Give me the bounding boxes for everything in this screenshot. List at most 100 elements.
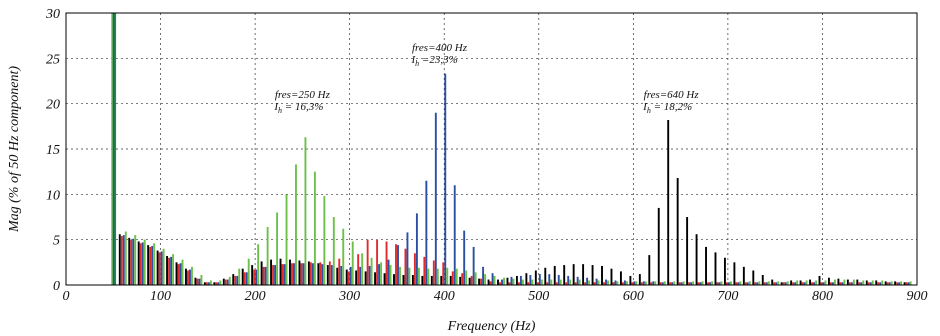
bar-green — [228, 276, 231, 285]
bar-blue — [869, 282, 872, 285]
bar-blue — [538, 274, 541, 285]
y-tick-label: 15 — [46, 143, 60, 158]
x-tick-label: 900 — [907, 289, 928, 304]
bar-black — [402, 275, 405, 285]
annotation-harmonic-current: Ih = 18,2% — [642, 101, 692, 115]
y-tick-label: 25 — [46, 52, 60, 67]
bar-green — [484, 274, 487, 285]
bar-red — [423, 256, 426, 285]
bar-blue — [567, 275, 570, 285]
bar-green — [862, 280, 865, 285]
bar-black — [222, 278, 225, 285]
x-tick-label: 600 — [623, 289, 644, 304]
bar-red — [366, 239, 369, 285]
bar-blue — [614, 280, 617, 285]
bar-blue — [813, 282, 815, 285]
y-tick-label: 10 — [46, 188, 60, 203]
bar-blue — [359, 266, 362, 285]
bar-black — [393, 274, 395, 285]
bar-blue — [671, 282, 674, 285]
bar-blue — [680, 282, 683, 285]
bar-green — [191, 266, 193, 285]
bar-black — [166, 255, 169, 285]
bar-blue — [415, 213, 418, 285]
bar-blue — [340, 265, 343, 285]
bar-red — [858, 282, 861, 285]
bar-blue — [387, 259, 390, 285]
bar-black — [761, 275, 764, 285]
bar-blue — [141, 242, 144, 285]
bar-red — [697, 282, 700, 285]
bar-red — [224, 279, 227, 285]
bar-red — [187, 270, 189, 285]
bar-green — [455, 268, 458, 285]
bar-black — [345, 269, 348, 285]
bar-black — [336, 267, 339, 285]
bar-black — [298, 260, 301, 285]
bar-red — [376, 239, 379, 285]
bar-green — [200, 275, 203, 285]
bar-green — [342, 228, 345, 285]
bars-group — [111, 13, 912, 285]
bar-blue — [406, 232, 409, 285]
bar-green — [370, 257, 373, 285]
bar-black — [572, 264, 575, 285]
bar-red — [451, 271, 454, 285]
bar-black — [790, 280, 793, 285]
bar-black — [232, 274, 235, 285]
bar-blue — [330, 265, 333, 285]
x-tick-label: 800 — [812, 289, 833, 304]
bar-blue — [264, 266, 267, 285]
bar-black — [185, 268, 187, 285]
bar-red — [650, 282, 653, 285]
bar-green — [172, 254, 175, 285]
bar-red — [243, 272, 246, 285]
bar-green — [654, 281, 657, 285]
bar-red — [177, 264, 180, 285]
bar-blue — [179, 263, 182, 285]
bar-black — [553, 265, 556, 285]
bar-blue — [586, 277, 589, 285]
bar-red — [848, 282, 851, 285]
bar-blue — [642, 281, 645, 285]
bar-red — [536, 282, 539, 285]
bar-black — [156, 250, 159, 285]
bar-black — [147, 245, 150, 285]
bar-red — [830, 282, 832, 285]
bar-red — [792, 282, 795, 285]
bar-green — [559, 279, 562, 285]
annotation-harmonic-current: Ih = 16,3% — [273, 101, 323, 115]
bar-blue — [888, 282, 891, 285]
bar-green — [238, 268, 241, 285]
bar-green — [871, 280, 874, 285]
bar-blue — [860, 282, 863, 285]
bar-red — [517, 282, 520, 285]
bar-red — [640, 282, 643, 285]
grid-lines — [66, 13, 917, 285]
bar-blue — [652, 281, 655, 285]
bar-red — [565, 282, 568, 285]
bar-red — [603, 282, 605, 285]
bar-blue — [293, 263, 295, 285]
bar-black — [875, 280, 878, 285]
tick-labels: 0 100 200 300 400 500 600 700 800 900 0 5 10 15 20 25 30 — [45, 7, 928, 304]
bar-green — [181, 259, 184, 285]
bar-green — [247, 258, 250, 285]
bar-red — [395, 244, 397, 285]
bar-green — [550, 279, 553, 285]
bar-green — [304, 137, 307, 285]
bar-blue — [207, 282, 210, 285]
bar-black — [894, 281, 897, 285]
x-tick-label: 0 — [63, 289, 70, 304]
x-tick-label: 300 — [338, 289, 360, 304]
x-tick-label: 700 — [717, 289, 738, 304]
bar-black — [411, 275, 414, 285]
bar-blue — [850, 282, 853, 285]
bar-black — [515, 275, 518, 285]
bar-green — [474, 272, 477, 285]
bar-black — [421, 275, 424, 285]
bar-blue — [245, 272, 248, 285]
bar-green — [295, 164, 297, 285]
bar-black — [525, 273, 528, 285]
